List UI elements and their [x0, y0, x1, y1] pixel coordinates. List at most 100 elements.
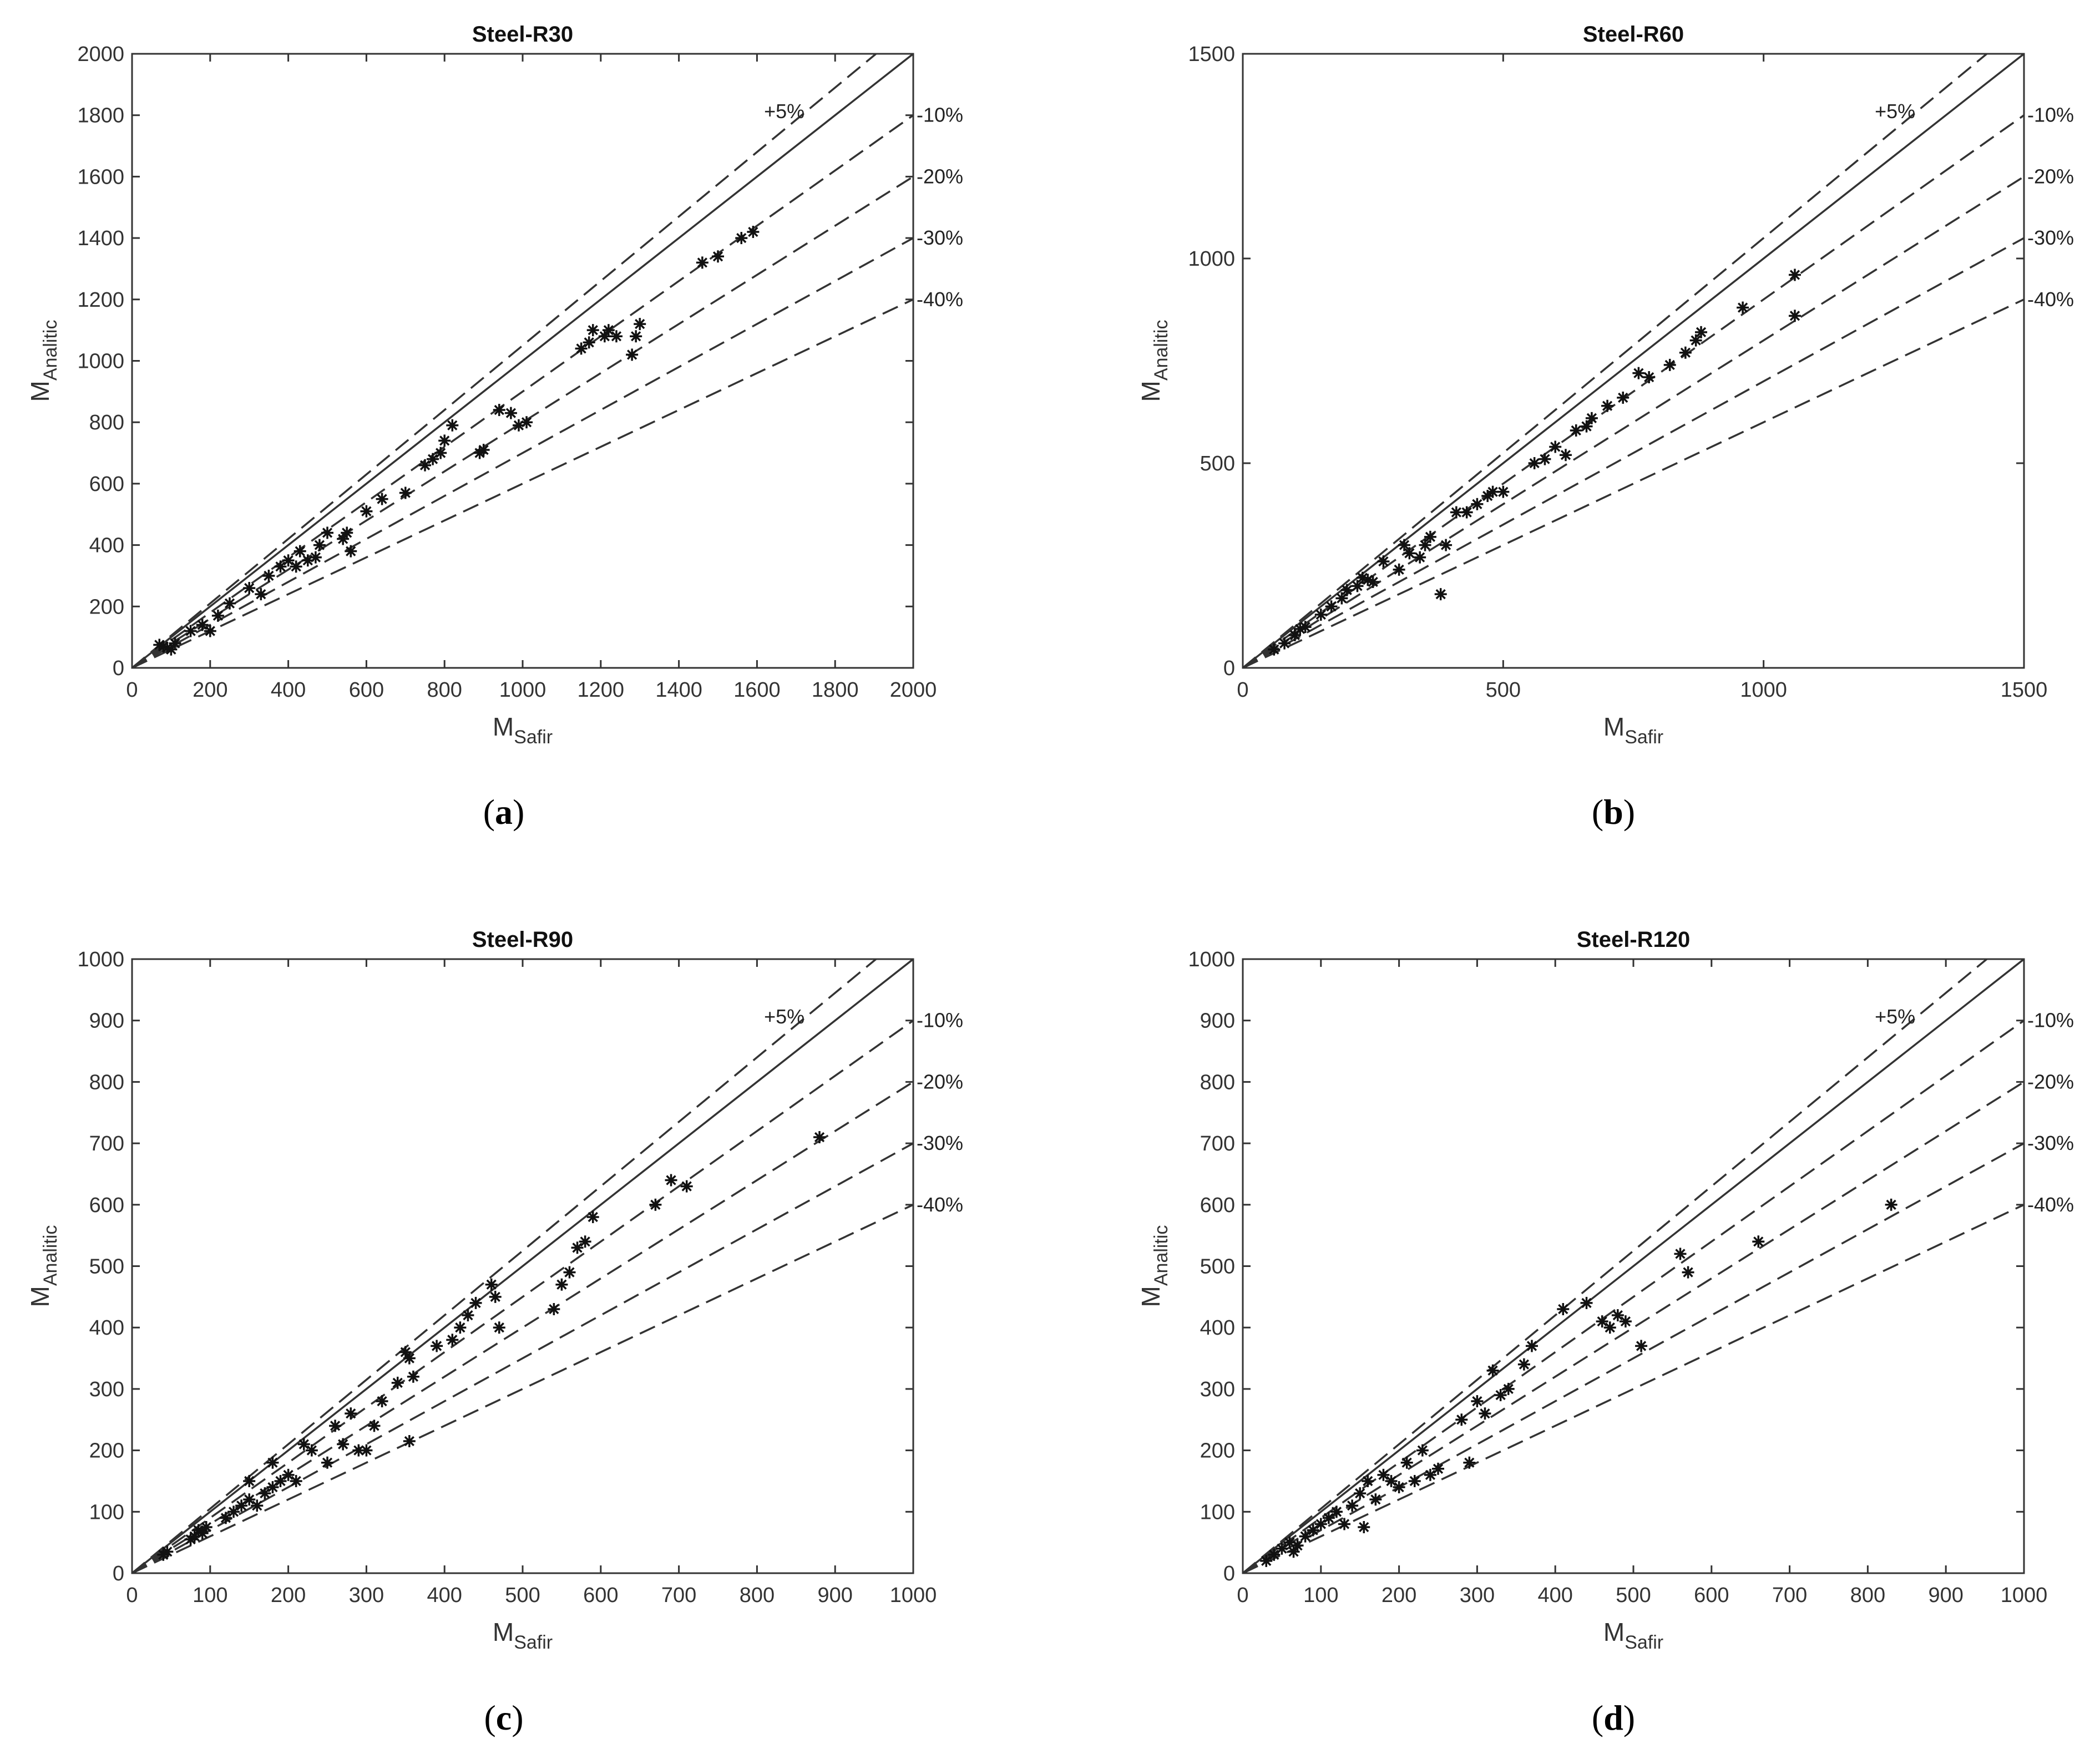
data-point — [1643, 371, 1656, 384]
data-point — [345, 1407, 357, 1420]
reference-line-+5pct — [1243, 959, 1988, 1573]
data-point-stroke — [256, 589, 266, 600]
data-point — [1619, 1315, 1632, 1328]
y-axis-label-subscript: Analitic — [40, 320, 61, 381]
data-point — [680, 1180, 693, 1193]
data-point-stroke — [1529, 458, 1540, 469]
data-point-stroke — [1696, 327, 1707, 337]
data-point — [1268, 643, 1281, 656]
data-point — [266, 1481, 279, 1494]
y-tick-label: 200 — [1200, 1439, 1235, 1463]
data-point-stroke — [1288, 1547, 1299, 1557]
data-point-stroke — [455, 1322, 465, 1333]
data-point-stroke — [505, 408, 517, 418]
data-point — [313, 539, 326, 551]
data-point-stroke — [1357, 572, 1368, 583]
reference-line-label: +5% — [1875, 1005, 1915, 1028]
data-point — [1617, 391, 1630, 404]
data-point-stroke — [603, 325, 614, 336]
data-point-stroke — [1597, 1316, 1607, 1327]
data-point — [1314, 609, 1327, 621]
data-point — [255, 588, 267, 601]
data-point — [1486, 1364, 1499, 1377]
data-point — [1455, 1413, 1468, 1426]
reference-line--20pct — [132, 175, 913, 668]
data-point-stroke — [322, 528, 333, 538]
y-tick-label: 600 — [89, 473, 124, 496]
x-tick-label: 0 — [126, 1584, 138, 1607]
data-point — [1440, 539, 1453, 551]
reference-line-label: +5% — [764, 1005, 804, 1028]
data-point-stroke — [1519, 1359, 1530, 1370]
data-point — [747, 226, 760, 239]
data-point-stroke — [306, 1445, 317, 1456]
x-tick-label: 500 — [1486, 678, 1521, 702]
data-point-stroke — [431, 1341, 442, 1351]
data-point-stroke — [1292, 1540, 1303, 1551]
x-axis-label: MSafir — [1603, 712, 1663, 748]
data-point — [1539, 453, 1551, 465]
x-tick-label: 1000 — [890, 1584, 937, 1607]
x-axis-label: MSafir — [493, 712, 553, 748]
data-point — [1340, 584, 1353, 596]
data-point — [1549, 440, 1562, 453]
data-point-stroke — [697, 257, 707, 268]
y-tick-label: 200 — [89, 595, 124, 619]
data-point-stroke — [166, 644, 176, 655]
data-point — [586, 1210, 599, 1223]
data-point-stroke — [1352, 581, 1363, 591]
data-point — [493, 404, 505, 417]
data-point — [1416, 1444, 1429, 1457]
data-point — [196, 1527, 209, 1540]
data-point-stroke — [1550, 442, 1561, 452]
data-point — [1354, 1487, 1367, 1500]
x-tick-label: 400 — [271, 678, 306, 702]
data-point — [251, 1499, 264, 1512]
data-point — [211, 609, 224, 622]
reference-line-equality — [132, 959, 913, 1573]
data-point — [1682, 1266, 1694, 1279]
y-tick-label: 1200 — [77, 288, 124, 312]
data-point — [1338, 1518, 1351, 1530]
x-tick-label: 600 — [583, 1584, 618, 1607]
data-point-stroke — [1323, 1513, 1334, 1523]
data-point-stroke — [1425, 1469, 1436, 1481]
x-tick-label: 700 — [661, 1584, 696, 1607]
data-point-stroke — [436, 448, 446, 458]
x-tick-label: 200 — [193, 678, 227, 702]
data-point-stroke — [361, 1445, 372, 1456]
data-point-stroke — [572, 1243, 583, 1253]
data-point-stroke — [1355, 1488, 1365, 1499]
reference-line--30pct — [1243, 237, 2024, 668]
y-axis-label: MAnalitic — [1136, 1225, 1172, 1307]
data-point — [610, 330, 623, 343]
data-point-stroke — [1401, 1457, 1412, 1468]
data-point-stroke — [1409, 1476, 1420, 1487]
x-axis-label: MSafir — [1603, 1618, 1663, 1653]
data-point-stroke — [330, 1421, 341, 1431]
x-axis-label-main: M — [1603, 1618, 1625, 1646]
data-point — [1400, 1456, 1413, 1469]
data-point-stroke — [564, 1267, 575, 1278]
reference-line-label: -30% — [917, 1132, 963, 1154]
y-tick-label: 100 — [89, 1501, 124, 1524]
x-axis-label-subscript: Safir — [514, 727, 553, 748]
data-point-stroke — [1753, 1236, 1764, 1247]
data-point — [1403, 547, 1416, 560]
reference-line--20pct — [1243, 1081, 2024, 1573]
y-tick-label: 0 — [113, 657, 124, 680]
data-point-stroke — [1886, 1199, 1896, 1210]
y-tick-label: 800 — [89, 1071, 124, 1094]
data-point — [1299, 621, 1312, 633]
reference-line--40pct — [1243, 1204, 2024, 1573]
y-tick-label: 0 — [1223, 657, 1235, 680]
y-axis-label-main: M — [1136, 381, 1165, 402]
x-tick-label: 700 — [1772, 1584, 1807, 1607]
data-point-stroke — [197, 620, 208, 630]
data-point — [485, 1278, 498, 1291]
data-point — [1314, 1518, 1327, 1530]
chart-panel-2: +5% -10% -20% -30% -40% 0 500 1000 1500 0 500 1000 1… — [1136, 22, 2074, 748]
reference-line-+5pct — [1243, 54, 1988, 668]
